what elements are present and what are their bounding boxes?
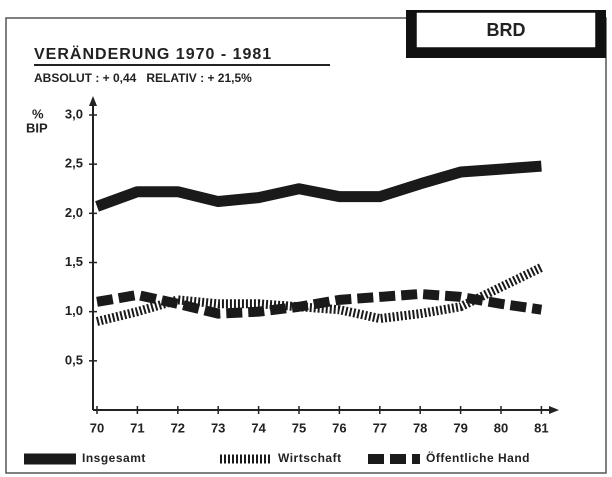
x-tick-label: 81 <box>534 420 548 435</box>
x-tick-label: 80 <box>494 420 508 435</box>
y-tick-label: 2,5 <box>65 156 83 171</box>
x-tick-label: 73 <box>211 420 225 435</box>
x-tick-label: 75 <box>292 420 306 435</box>
x-tick-label: 74 <box>251 420 266 435</box>
y-tick-label: 1,0 <box>65 303 83 318</box>
line-series <box>96 288 543 319</box>
x-tick-label: 76 <box>332 420 346 435</box>
y-tick-label: 0,5 <box>65 352 83 367</box>
y-axis-label: % <box>32 106 44 121</box>
badge-box <box>415 11 597 49</box>
badge: BRD <box>487 20 526 40</box>
frame <box>5 17 607 474</box>
line-series <box>95 160 542 212</box>
chart-subtitle: ABSOLUT : + 0,44 RELATIV : + 21,5% <box>34 71 252 85</box>
x-tick-label: 78 <box>413 420 427 435</box>
y-tick-label: 2,0 <box>65 205 83 220</box>
legend-label: Wirtschaft <box>278 451 342 465</box>
x-tick-label: 79 <box>453 420 467 435</box>
x-axis-arrow <box>549 406 559 414</box>
x-tick-label: 77 <box>373 420 387 435</box>
x-tick-label: 72 <box>171 420 185 435</box>
y-tick-label: 3,0 <box>65 106 83 121</box>
legend-label: Öffentliche Hand <box>426 450 530 465</box>
x-tick-label: 71 <box>130 420 144 435</box>
chart-title: VERÄNDERUNG 1970 - 1981 <box>34 45 272 63</box>
y-axis-arrow <box>89 96 97 106</box>
x-tick-label: 70 <box>90 420 104 435</box>
legend-label: Insgesamt <box>82 451 146 465</box>
y-tick-label: 1,5 <box>65 254 83 269</box>
y-axis-label: BIP <box>26 120 48 135</box>
